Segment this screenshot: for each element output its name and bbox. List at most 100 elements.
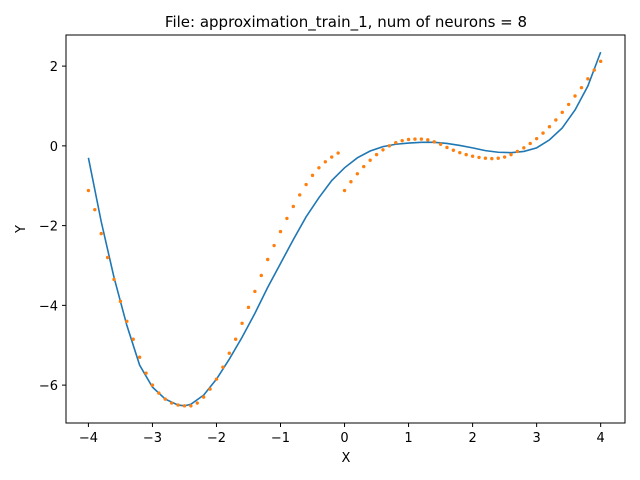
series-1-point [298,193,302,197]
series-1-point [137,355,142,359]
series-1-point [93,207,97,212]
series-1-point [573,94,577,98]
series-1-point [355,172,360,176]
series-1-point [566,102,571,107]
series-1-point [592,68,596,72]
series-1-point [246,305,251,310]
x-tick-label: −2 [207,431,226,446]
series-1-point [394,140,398,145]
series-1-point [560,110,564,115]
y-tick-label: −2 [39,220,58,235]
series-1-point [221,365,225,369]
x-tick-label: 4 [597,431,605,446]
series-1-point [144,371,148,375]
series-1-point [374,152,379,157]
series-1-point [515,149,520,154]
y-tick-label: −6 [39,379,58,394]
y-axis: −6 −4 −2 0 2 [39,60,66,394]
series-1-point [214,377,219,381]
series-1-point [541,131,545,135]
series-1-point [381,148,385,152]
series-1-point [470,154,475,158]
series-1-point [150,383,155,387]
series-1-point [483,156,488,160]
series-1-point [118,299,123,304]
series-1-point [291,204,296,209]
chart-title: File: approximation_train_1, num of neur… [165,13,527,32]
series-1-point [522,146,526,150]
y-tick-label: 0 [50,140,58,155]
series-1-point [201,395,206,399]
series-1-point [163,397,167,401]
series-1-point [272,243,276,248]
series-1-point [112,277,116,282]
series-1-point [406,137,411,142]
series-1-point [445,145,449,150]
series-1-point [189,404,193,408]
series-1-point [464,152,468,157]
series-1-point [509,152,513,157]
series-1-point [451,148,456,152]
series-1-point [458,150,462,155]
series-1-point [330,155,334,159]
series-1-point [477,155,481,160]
series-1-point [169,401,174,405]
series-1-point [125,319,129,324]
series-1-point [426,138,430,142]
series-1-point [598,59,603,64]
series-1-point [362,164,366,169]
x-tick-label: 3 [532,431,540,446]
x-tick-label: 2 [468,431,476,446]
series-1-point [195,401,199,405]
series-1-point [534,136,539,141]
series-1-point [266,257,270,262]
series-1-point [182,404,187,408]
x-tick-label: −3 [143,431,162,446]
series-1-point [285,216,289,221]
series-1-point [368,158,372,162]
series-1-point [208,387,212,391]
series-1-point [419,137,424,141]
series-1-point [227,351,231,355]
series-1-point [586,77,590,81]
series-1-point [240,321,244,326]
series-1-point [547,125,552,129]
series-1-point [176,403,180,407]
y-axis-label: Y [14,225,29,234]
series-1-point [496,156,500,160]
series-1-point [131,337,135,341]
series-1-point [233,337,238,341]
series-1-point [304,182,308,187]
x-axis: −4 −3 −2 −1 0 1 2 3 4 [79,423,605,446]
series-1-point [278,229,283,234]
series-1-point [432,140,436,144]
series-1-point [490,156,494,161]
axes-frame [65,34,626,424]
series-1-point [317,166,321,170]
plot-area [86,51,603,408]
y-tick-label: 2 [50,60,58,75]
x-tick-label: 1 [404,431,412,446]
series-1-point [86,188,91,193]
series-1-point [349,180,353,184]
series-1-point [310,173,315,178]
series-1-point [400,138,404,143]
series-1-point [528,141,532,146]
series-1-point [342,188,347,193]
series-1-point [502,155,507,159]
x-tick-label: 0 [340,431,348,446]
series-0-line [87,51,602,407]
series-1-point [259,273,263,278]
series-1-point [105,255,110,260]
x-tick-label: −1 [271,431,290,446]
series-1-point [99,231,103,236]
y-tick-label: −4 [39,299,58,314]
series-1-point [579,85,584,90]
series-1-point [336,151,340,155]
x-tick-label: −4 [79,431,98,446]
series-1-point [413,137,417,141]
series-1-point [253,289,257,294]
series-1-point [438,142,443,146]
x-axis-label: X [342,451,351,466]
